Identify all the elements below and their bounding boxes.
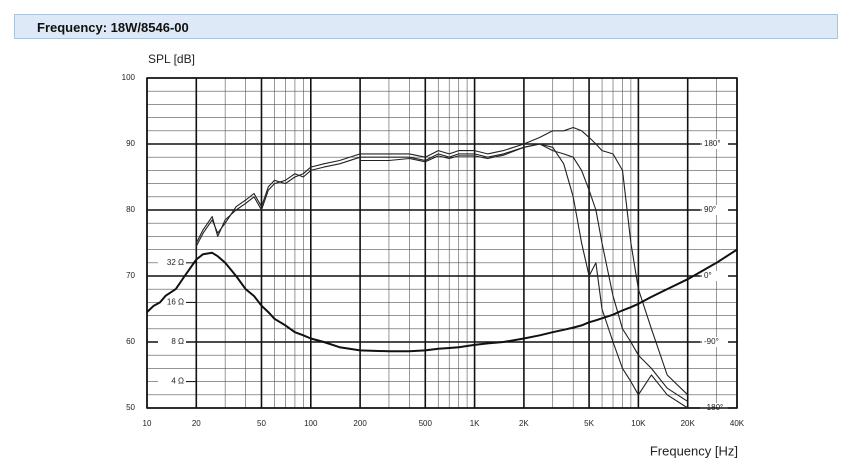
x-tick-label: 1K [470, 419, 480, 428]
header-bar: Frequency: 18W/8546-00 [14, 14, 838, 39]
x-tick-label: 100 [304, 419, 318, 428]
x-tick-label: 40K [730, 419, 745, 428]
x-tick-label: 20 [192, 419, 201, 428]
x-tick-label: 2K [519, 419, 529, 428]
y2-tick-bg [158, 376, 186, 387]
x-axis-label: Frequency [Hz] [650, 443, 738, 458]
y2-tick-bg [158, 297, 186, 308]
header-title: Frequency: 18W/8546-00 [37, 20, 189, 35]
y3-tick-label: -90° [704, 337, 719, 346]
y-tick-label: 70 [126, 271, 135, 280]
plot-frame [146, 77, 738, 409]
x-tick-label: 5K [584, 419, 594, 428]
x-tick-label: 500 [419, 419, 433, 428]
y-tick-label: 60 [126, 337, 135, 346]
y3-tick-bg [700, 139, 728, 149]
y2-tick-bg [158, 257, 186, 268]
y2-tick-label: 32 Ω [167, 258, 184, 267]
x-tick-label: 200 [353, 419, 367, 428]
x-tick-label: 20K [681, 419, 696, 428]
y-tick-label: 50 [126, 403, 135, 412]
y-axis-label: SPL [dB] [148, 52, 195, 66]
y-tick-label: 80 [126, 205, 135, 214]
y3-tick-label: 180° [704, 139, 721, 148]
y2-tick-bg [158, 336, 186, 347]
spl-line [360, 143, 688, 402]
y2-tick-label: 8 Ω [171, 337, 184, 346]
y3-tick-label: 0° [704, 271, 712, 280]
y3-tick-label: 90° [704, 205, 716, 214]
y2-tick-label: 16 Ω [167, 297, 184, 306]
x-tick-label: 50 [257, 419, 266, 428]
x-tick-label: 10K [631, 419, 646, 428]
y2-tick-label: 4 Ω [171, 377, 184, 386]
y-tick-label: 100 [122, 73, 136, 82]
y-tick-label: 90 [126, 139, 135, 148]
y3-tick-bg [700, 205, 728, 215]
impedance-line [146, 248, 738, 353]
spl-line [195, 126, 689, 396]
y3-tick-bg [700, 337, 728, 347]
spl-line [195, 143, 688, 409]
y3-tick-bg [700, 271, 728, 281]
x-tick-label: 10 [143, 419, 152, 428]
